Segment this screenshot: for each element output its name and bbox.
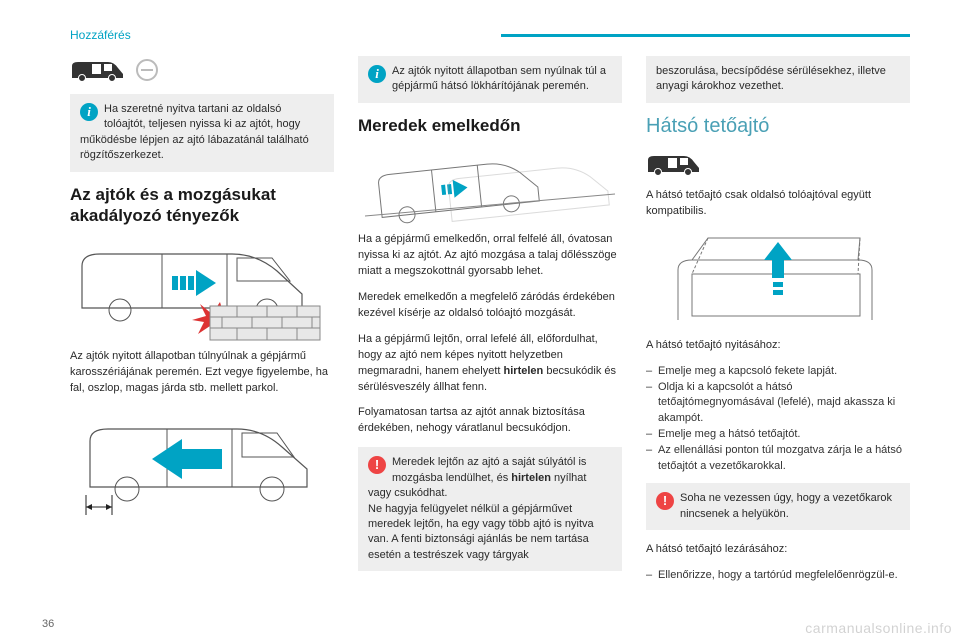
text: Ne hagyja felügyelet nélkül a gépjárműve… bbox=[368, 503, 594, 561]
text-bold: hirtelen bbox=[504, 365, 544, 377]
list-item: Emelje meg a hátsó tetőajtót. bbox=[646, 427, 910, 443]
continuation-callout: beszorulása, becsípődése sérülésekhez, i… bbox=[646, 56, 910, 103]
illustration-incline bbox=[358, 146, 622, 224]
heading-steep-incline: Meredek emelkedőn bbox=[358, 115, 622, 136]
van-silhouette-icon bbox=[646, 150, 702, 178]
page-header: Hozzáférés bbox=[70, 28, 910, 42]
info-icon: i bbox=[368, 65, 386, 83]
warning-callout: ! Soha ne vezessen úgy, hogy a vezetőkar… bbox=[646, 483, 910, 530]
list-item: Az ellenállási ponton túl mozgatva zárja… bbox=[646, 443, 910, 475]
section-title: Hozzáférés bbox=[70, 28, 131, 42]
illustration-door-extent bbox=[70, 407, 334, 522]
paragraph: Ha a gépjármű lejtőn, orral lefelé áll, … bbox=[358, 332, 622, 396]
header-rule bbox=[501, 34, 910, 37]
paragraph: Folyamatosan tartsa az ajtót annak bizto… bbox=[358, 405, 622, 437]
van-silhouette-icon bbox=[70, 56, 126, 84]
open-title: A hátsó tetőajtó nyitásához: bbox=[646, 338, 910, 354]
page-number: 36 bbox=[42, 618, 54, 630]
illustration-rear-roof bbox=[646, 230, 910, 330]
column-2: i Az ajtók nyitott állapotban sem nyúlna… bbox=[358, 56, 622, 592]
vehicle-type-icons bbox=[70, 56, 334, 84]
close-title: A hátsó tetőajtó lezárásához: bbox=[646, 542, 910, 558]
paragraph: A hátsó tetőajtó csak oldalsó tolóajtóva… bbox=[646, 188, 910, 220]
close-steps-list: Ellenőrizze, hogy a tartórúd megfelelően… bbox=[646, 568, 910, 584]
column-3: beszorulása, becsípődése sérülésekhez, i… bbox=[646, 56, 910, 592]
list-item: Emelje meg a kapcsoló fekete lapját. bbox=[646, 364, 910, 380]
paragraph: Meredek emelkedőn a megfelelő záródás ér… bbox=[358, 290, 622, 322]
paragraph: Ha a gépjármű emelkedőn, orral felfelé á… bbox=[358, 232, 622, 280]
info-callout-text: Az ajtók nyitott állapotban sem nyúlnak … bbox=[368, 64, 612, 95]
manual-page: Hozzáférés i Ha szeretné nyitva tartani … bbox=[0, 0, 960, 602]
info-callout: i Az ajtók nyitott állapotban sem nyúlna… bbox=[358, 56, 622, 103]
info-callout: i Ha szeretné nyitva tartani az oldalsó … bbox=[70, 94, 334, 172]
illustration-wall-collision bbox=[70, 236, 334, 341]
warning-callout: ! Meredek lejtőn az ajtó a saját súlyátó… bbox=[358, 447, 622, 571]
heading-doors-obstacles: Az ajtók és a mozgásukat akadályozó tény… bbox=[70, 184, 334, 227]
info-callout-text: Ha szeretné nyitva tartani az oldalsó to… bbox=[80, 102, 324, 164]
warning-text: Meredek lejtőn az ajtó a saját súlyától … bbox=[368, 455, 612, 563]
warning-text: Soha ne vezessen úgy, hogy a vezetőkarok… bbox=[656, 491, 900, 522]
paragraph: Az ajtók nyitott állapotban túlnyúlnak a… bbox=[70, 349, 334, 397]
vehicle-type-icons bbox=[646, 150, 910, 178]
list-item: Oldja ki a kapcsolót a hátsó tetőajtómeg… bbox=[646, 380, 910, 428]
watermark: carmanualsonline.info bbox=[805, 620, 952, 636]
info-icon: i bbox=[80, 103, 98, 121]
content-columns: i Ha szeretné nyitva tartani az oldalsó … bbox=[70, 56, 910, 592]
list-item: Ellenőrizze, hogy a tartórúd megfelelően… bbox=[646, 568, 910, 584]
column-1: i Ha szeretné nyitva tartani az oldalsó … bbox=[70, 56, 334, 592]
steering-wheel-icon bbox=[136, 59, 158, 81]
open-steps-list: Emelje meg a kapcsoló fekete lapját. Old… bbox=[646, 364, 910, 476]
text: beszorulása, becsípődése sérülésekhez, i… bbox=[656, 64, 900, 95]
heading-rear-roof-door: Hátsó tetőajtó bbox=[646, 115, 910, 138]
text-bold: hirtelen bbox=[511, 472, 551, 484]
